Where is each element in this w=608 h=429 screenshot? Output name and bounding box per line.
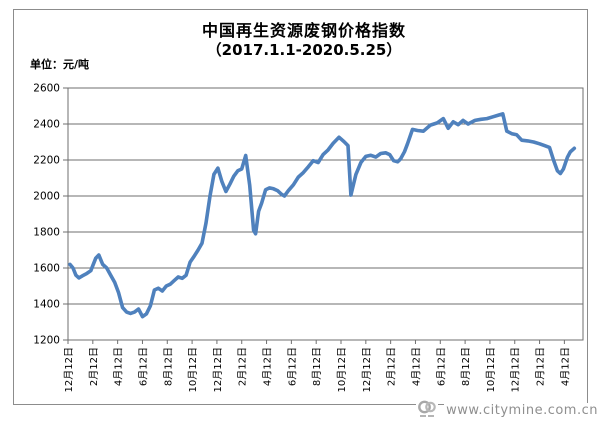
- y-tick-label: 1600: [33, 263, 60, 275]
- x-tick-label: 4月12日: [559, 347, 571, 386]
- y-tick-label: 2600: [33, 83, 60, 95]
- x-tick-label: 10月12日: [187, 347, 199, 392]
- y-tick-label: 1800: [33, 227, 60, 239]
- y-tick-label: 2400: [33, 119, 60, 131]
- page-title: 中国再生资源废钢价格指数: [201, 21, 406, 40]
- y-tick-label: 1400: [33, 299, 60, 311]
- x-tick-label: 6月12日: [286, 347, 298, 386]
- unit-label: 单位：元/吨: [30, 58, 90, 71]
- price-line: [68, 112, 577, 319]
- y-tick-label: 2200: [33, 155, 60, 167]
- x-tick-label: 12月12日: [361, 347, 373, 392]
- watermark-url: www.citymine.com.cn: [444, 402, 598, 418]
- citymine-logo: [416, 399, 439, 421]
- x-tick-label: 4月12日: [262, 347, 274, 386]
- x-tick-label: 8月12日: [162, 347, 174, 386]
- x-tick-label: 12月12日: [510, 347, 522, 392]
- y-tick-label: 1200: [33, 335, 60, 347]
- x-tick-label: 2月12日: [237, 347, 249, 386]
- x-tick-label: 10月12日: [336, 347, 348, 392]
- figure-border: [13, 9, 588, 405]
- citymine-logo-caption: [420, 415, 435, 417]
- x-tick-label: 8月12日: [311, 347, 323, 386]
- x-tick-label: 12月12日: [63, 347, 75, 392]
- x-tick-label: 4月12日: [113, 347, 125, 386]
- x-tick-label: 8月12日: [460, 347, 472, 386]
- x-tick-label: 2月12日: [535, 347, 547, 386]
- x-tick-label: 10月12日: [485, 347, 497, 392]
- watermark: www.citymine.com.cn: [416, 399, 598, 421]
- x-tick-label: 6月12日: [137, 347, 149, 386]
- plot-border: [67, 87, 584, 341]
- x-tick-label: 4月12日: [410, 347, 422, 386]
- x-tick-label: 2月12日: [386, 347, 398, 386]
- x-tick-label: 12月12日: [212, 347, 224, 392]
- y-tick-label: 2000: [33, 191, 60, 203]
- x-tick-label: 2月12日: [88, 347, 100, 386]
- citymine-logo-icon: [418, 400, 436, 414]
- page-subtitle: （2017.1.1-2020.5.25）: [206, 41, 402, 59]
- x-tick-label: 6月12日: [435, 347, 447, 386]
